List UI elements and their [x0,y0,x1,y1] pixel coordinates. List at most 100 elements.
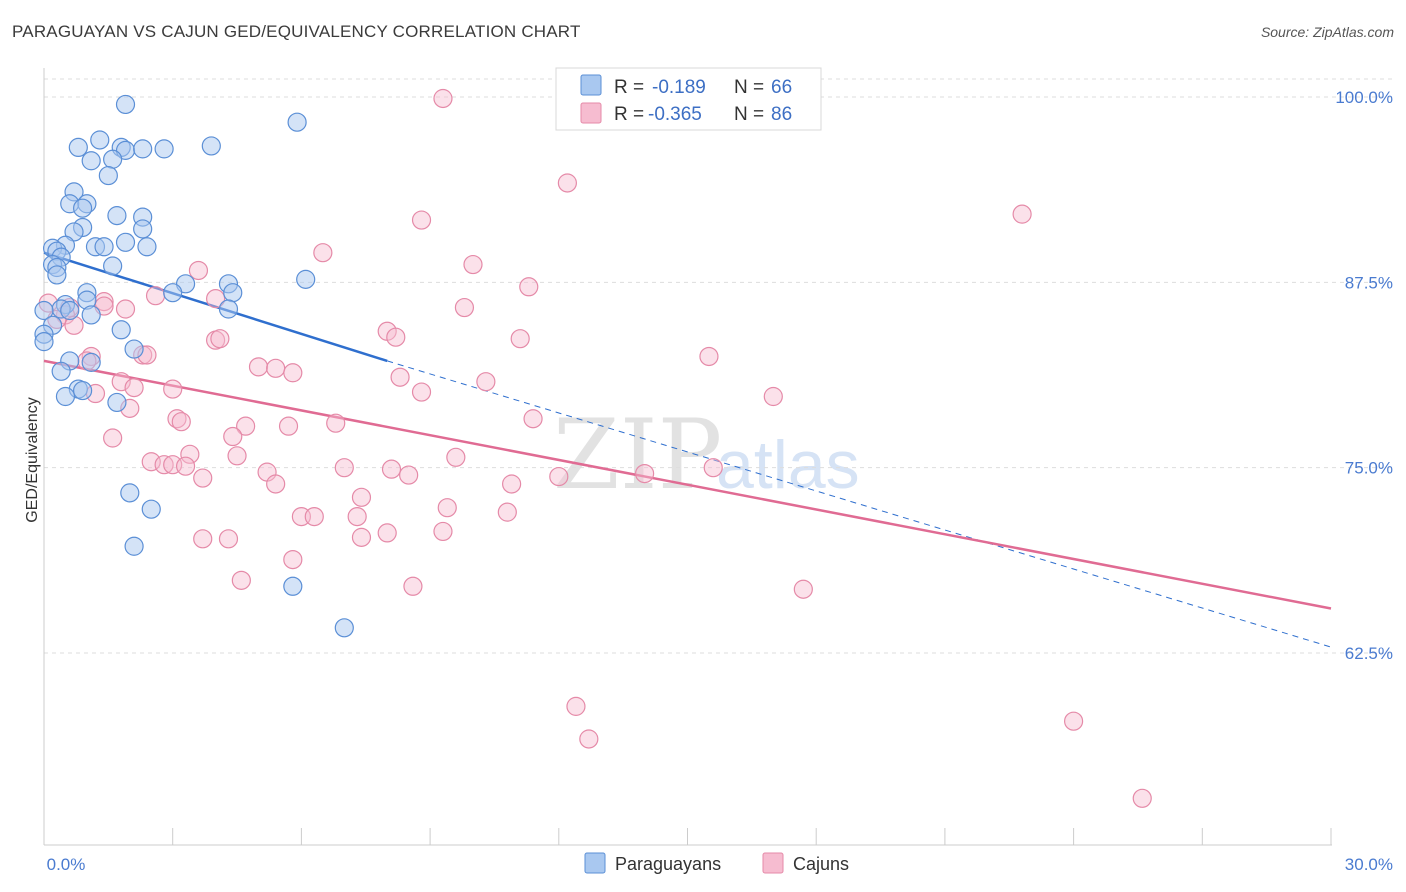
cajun-point [403,576,423,596]
paraguayan-point [133,139,153,159]
cajun-point [193,529,213,549]
legend-n-label: N = [734,104,764,125]
cajun-point [763,386,783,407]
cajun-point [218,529,239,549]
paraguayan-point [51,361,71,381]
paraguayan-point [98,165,118,186]
paraguayan-point [47,265,67,285]
paraguayan-point [81,305,101,325]
cajun-point [510,329,530,349]
cajun-point [411,210,432,230]
paraguayan-point [94,237,114,257]
bottom-legend-swatch-cajuns [762,852,784,874]
paraguayan-point [90,130,110,150]
source-credit: Source: ZipAtlas.com [1260,24,1394,40]
paraguayan-point [103,149,123,169]
cajun-point [549,466,569,487]
legend-r-label: R = [614,77,644,98]
watermark-zip: ZIP [553,399,722,511]
paraguayan-point [218,299,239,319]
cajun-point [188,260,209,281]
cajun-point [171,412,191,432]
cajun-point [699,346,719,367]
cajun-point [566,696,586,716]
paraguayan-points [34,94,354,638]
cajun-point [1132,788,1152,808]
paraguayan-point [55,386,76,407]
paraguayan-point [73,380,93,401]
y-tick-label: 75.0% [1345,459,1393,478]
cajun-point [386,327,406,347]
legend-swatch-cajuns [580,102,602,124]
x-tick-label-max: 30.0% [1345,855,1393,874]
paraguayan-trend-extension [387,360,1332,648]
paraguayan-trend-line [43,251,388,363]
paraguayan-point [34,300,54,321]
bottom-legend-cajuns: Cajuns [793,854,849,874]
paraguayan-point [124,339,144,359]
cajun-point [793,579,813,599]
cajun-point [1063,711,1084,731]
paraguayan-point [163,283,183,303]
cajun-point [124,378,144,398]
paraguayan-point [111,320,131,340]
cajun-point [334,458,354,478]
cajun-point [476,372,496,392]
cajun-point [703,458,723,478]
cajun-point [433,521,453,542]
cajun-point [248,357,269,377]
paraguayan-point [223,283,243,303]
y-tick-label: 100.0% [1335,88,1393,107]
paraguayan-point [283,576,303,596]
cajun-point [210,329,230,349]
bottom-legend-swatch-paraguayans [584,852,606,874]
cajun-point [145,286,166,306]
paraguayan-point [141,499,161,519]
y-axis-tick-labels: 62.5% 75.0% 87.5% 100.0% [1335,88,1393,663]
bottom-legend-paraguayans: Paraguayans [615,854,721,874]
cajun-point [193,468,213,488]
paraguayan-point [154,139,174,159]
cajun-point [1012,204,1032,224]
cajun-point [381,459,402,479]
cajun-point [557,173,577,193]
paraguayan-point [133,219,153,239]
cajun-point [377,523,397,543]
legend-n-label: N = [734,77,764,98]
cajun-point [163,379,183,399]
paraguayan-point [107,392,127,413]
legend-r-value: -0.189 [652,77,706,98]
cajun-point [236,416,256,436]
paraguayan-point [115,94,136,115]
paraguayan-point [60,300,80,321]
legend-box: R = -0.189 N = 66 R = -0.365 N = 86 [555,67,822,131]
paraguayan-point [124,536,144,556]
cajun-point [266,474,286,494]
cajun-point [227,446,247,466]
cajun-point [283,549,303,570]
bottom-legend: Paraguayans Cajuns [584,852,849,874]
x-tick-label-min: 0.0% [47,855,86,874]
cajun-point [180,444,200,464]
paraguayan-point [73,198,93,218]
cajun-point [437,498,457,518]
cajun-point [411,382,432,402]
cajun-point [454,297,475,318]
y-axis-title: GED/Equivalency [24,397,41,522]
paraguayan-point [137,237,157,257]
paraguayan-point [115,232,136,252]
paraguayan-point [81,352,101,372]
cajun-point [304,506,324,527]
paraguayan-point [34,332,54,352]
cajun-point [326,413,346,433]
paraguayan-point [334,618,354,638]
paraguayan-point [103,256,123,276]
chart-title: PARAGUAYAN VS CAJUN GED/EQUIVALENCY CORR… [12,22,581,41]
y-tick-label: 87.5% [1345,273,1393,292]
legend-r-value: -0.365 [648,104,702,125]
cajun-point [278,416,299,436]
paraguayan-point [107,206,127,226]
cajun-point [223,426,243,447]
cajun-point [206,289,226,309]
